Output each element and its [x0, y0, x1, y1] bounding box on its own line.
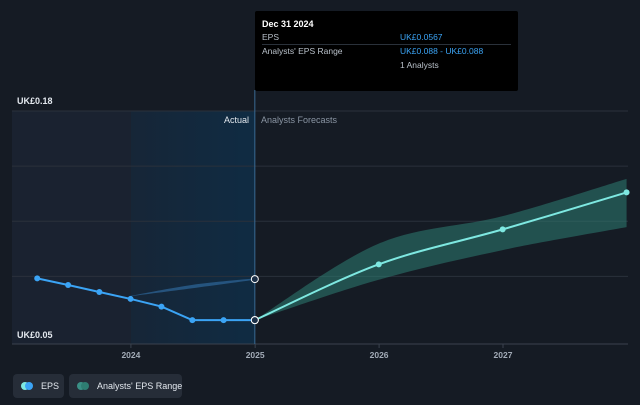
y-axis-min-label: UK£0.05	[17, 330, 53, 340]
eps-forecast-point-2027-12-31[interactable]	[623, 189, 630, 196]
eps-forecast-start-point[interactable]	[250, 316, 259, 325]
past-range-sliver	[130, 278, 255, 297]
tooltip: Dec 31 2024 EPS UK£0.0567 Analysts' EPS …	[255, 11, 518, 91]
legend-eps[interactable]: EPS	[13, 374, 64, 398]
eps-forecast-point-2026-12-31[interactable]	[499, 226, 506, 233]
tooltip-date: Dec 31 2024	[262, 19, 314, 29]
tooltip-eps-value: UK£0.0567	[400, 32, 443, 42]
forecast-range-band	[254, 178, 627, 321]
eps-actual-point-2023-06-30[interactable]	[65, 282, 72, 289]
tooltip-divider	[262, 44, 511, 45]
range-band	[130, 178, 627, 321]
tooltip-range-label: Analysts' EPS Range	[262, 46, 343, 56]
chart-labels: UK£0.18 UK£0.05 Actual Analysts Forecast…	[17, 96, 513, 360]
tooltip-range-value: UK£0.088 - UK£0.088	[400, 46, 484, 56]
eps-actual-point-2024-03-31[interactable]	[158, 303, 165, 310]
eps-lines	[37, 191, 627, 322]
y-axis-max-label: UK£0.18	[17, 96, 53, 106]
tooltip-row-range: Analysts' EPS Range UK£0.088 - UK£0.088	[262, 44, 511, 58]
chart-background	[12, 111, 255, 344]
eps-points[interactable]	[34, 189, 630, 325]
tooltip-row-analysts: 1 Analysts	[262, 58, 511, 72]
eps-forecast-line	[254, 191, 627, 322]
x-tick-label-2025: 2025	[246, 350, 265, 360]
legend-eps-dot-2	[25, 382, 33, 390]
forecast-section-label: Analysts Forecasts	[261, 115, 338, 125]
legend-range-swatch	[77, 382, 91, 390]
legend-range-label: Analysts' EPS Range	[97, 381, 183, 391]
legend-range[interactable]: Analysts' EPS Range	[69, 374, 182, 398]
x-tick-label-2024: 2024	[121, 350, 140, 360]
tooltip-eps-label: EPS	[262, 32, 280, 42]
eps-actual-point-2023-12-31[interactable]	[127, 295, 134, 302]
x-tick-label-2027: 2027	[494, 350, 513, 360]
legend-eps-label: EPS	[41, 381, 60, 391]
tooltip-row-eps: EPS UK£0.0567	[262, 30, 511, 44]
eps-actual-point-2023-09-30[interactable]	[96, 288, 103, 295]
actual-section-label: Actual	[224, 115, 249, 125]
eps-forecast-point-2025-12-31[interactable]	[375, 261, 382, 268]
legend-range-dot-2	[81, 382, 89, 390]
eps-actual-line	[37, 277, 255, 322]
tooltip-analysts-value: 1 Analysts	[400, 60, 439, 70]
eps-actual-point-2024-06-30[interactable]	[189, 317, 196, 324]
x-tick-label-2026: 2026	[370, 350, 389, 360]
legend-eps-swatch	[21, 382, 35, 390]
eps-actual-point-2023-03-31[interactable]	[34, 275, 41, 282]
highlight-period-shade	[130, 111, 255, 344]
eps-actual-point-2024-09-30[interactable]	[220, 317, 227, 324]
past-range-endpoint[interactable]	[250, 275, 259, 284]
